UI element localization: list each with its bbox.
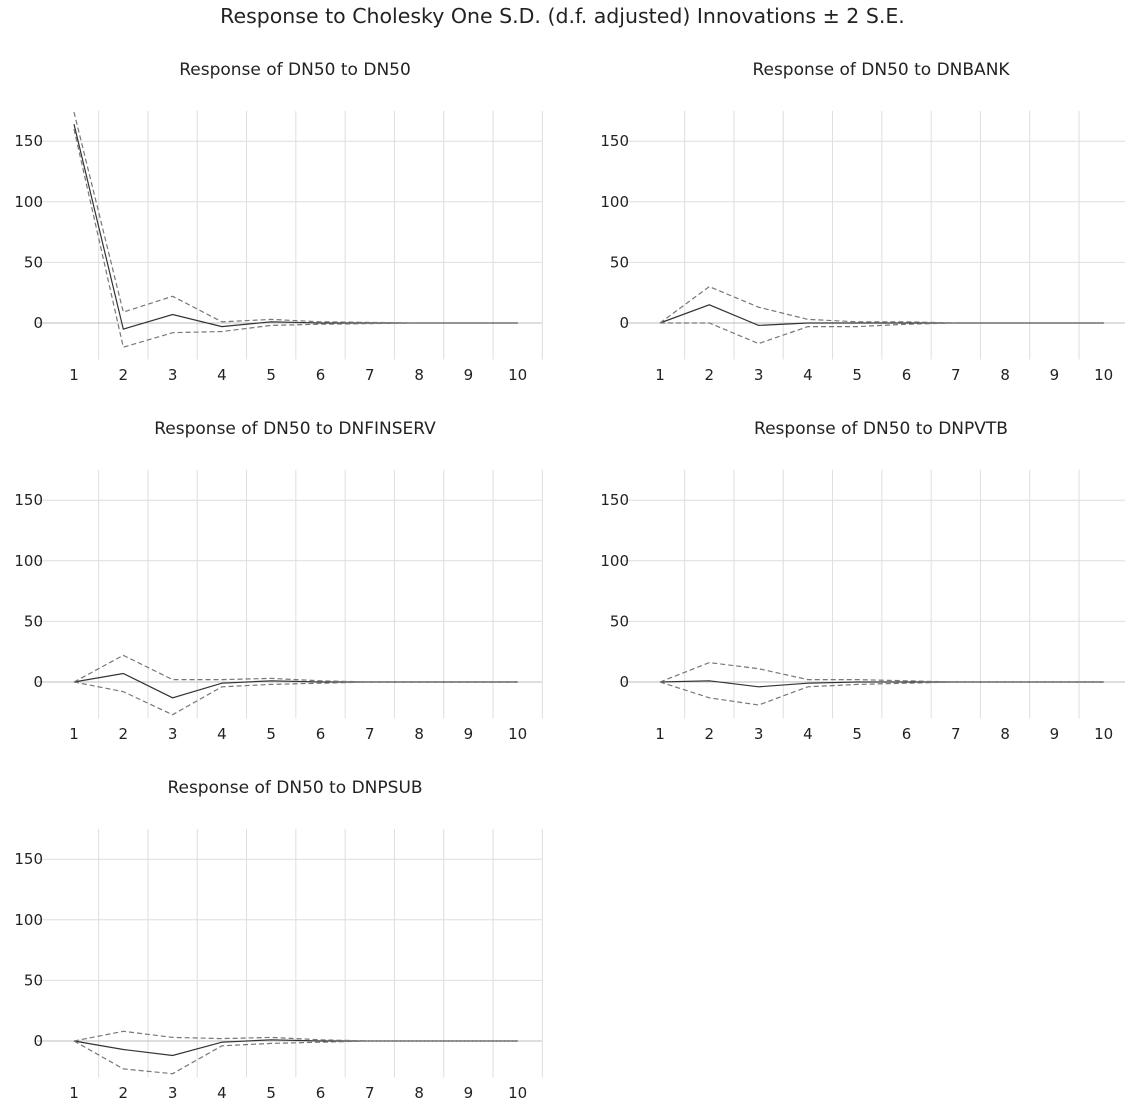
- chart-1-title: Response of DN50 to DN50: [179, 60, 411, 80]
- chart-4-xtick-label: 3: [754, 725, 764, 743]
- chart-3-xtick-label: 2: [119, 725, 129, 743]
- chart-4-xtick-label: 4: [803, 725, 813, 743]
- chart-4-xtick-label: 7: [951, 725, 961, 743]
- chart-3-lower-band-line: [73, 681, 518, 716]
- chart-5-ytick-label: 0: [33, 1032, 43, 1050]
- chart-4-lower-band-line: [659, 681, 1104, 706]
- chart-3-xtick-label: 7: [365, 725, 375, 743]
- chart-2-xtick-label: 3: [754, 366, 764, 384]
- chart-1-xtick-label: 7: [365, 366, 375, 384]
- chart-2-lower-band-line: [660, 322, 1104, 345]
- chart-3-ytick-label: 100: [14, 552, 43, 570]
- chart-3-upper-band-line: [73, 654, 518, 683]
- chart-2-xtick-label: 7: [951, 366, 961, 384]
- chart-3-response-line: [73, 672, 518, 699]
- chart-3-xtick-label: 4: [217, 725, 227, 743]
- chart-4-xtick-label: 2: [705, 725, 715, 743]
- chart-2-xtick-label: 2: [705, 366, 715, 384]
- chart-4-xtick-label: 6: [902, 725, 912, 743]
- chart-1-xtick-label: 8: [414, 366, 424, 384]
- chart-5-xtick-label: 3: [168, 1084, 178, 1101]
- chart-5-xtick-label: 5: [266, 1084, 276, 1101]
- chart-4-xtick-label: 8: [1000, 725, 1010, 743]
- chart-3-xtick-label: 10: [508, 725, 527, 743]
- chart-2-xtick-label: 6: [902, 366, 912, 384]
- chart-3-xtick-label: 5: [266, 725, 276, 743]
- chart-1-ytick-label: 100: [14, 193, 43, 211]
- chart-1-xtick-label: 5: [266, 366, 276, 384]
- chart-4-title: Response of DN50 to DNPVTB: [754, 419, 1008, 439]
- chart-1-upper-band-line: [73, 111, 518, 324]
- chart-5-ytick-label: 100: [14, 911, 43, 929]
- chart-4-ytick-label: 150: [600, 491, 629, 509]
- chart-3-ytick-label: 50: [24, 612, 43, 630]
- chart-1-xtick-label: 1: [69, 366, 79, 384]
- chart-1-ytick-label: 0: [33, 314, 43, 332]
- page-title: Response to Cholesky One S.D. (d.f. adju…: [220, 4, 905, 28]
- chart-3-xtick-label: 8: [414, 725, 424, 743]
- chart-4-xtick-label: 1: [655, 725, 665, 743]
- chart-2-ytick-label: 100: [600, 193, 629, 211]
- chart-2-ytick-label: 150: [600, 132, 629, 150]
- chart-4-ytick-label: 50: [610, 612, 629, 630]
- chart-4-ytick-label: 0: [619, 673, 629, 691]
- chart-1-xtick-label: 9: [464, 366, 474, 384]
- chart-5-xtick-label: 1: [69, 1084, 79, 1101]
- chart-5-xtick-label: 4: [217, 1084, 227, 1101]
- chart-3-title: Response of DN50 to DNFINSERV: [154, 419, 436, 439]
- chart-2-xtick-label: 5: [852, 366, 862, 384]
- chart-2-xtick-label: 8: [1000, 366, 1010, 384]
- chart-5-xtick-label: 7: [365, 1084, 375, 1101]
- chart-4-xtick-label: 5: [852, 725, 862, 743]
- chart-4-ytick-label: 100: [600, 552, 629, 570]
- chart-5-xtick-label: 9: [464, 1084, 474, 1101]
- chart-3-xtick-label: 1: [69, 725, 79, 743]
- chart-2-xtick-label: 9: [1050, 366, 1060, 384]
- chart-1-ytick-label: 50: [24, 253, 43, 271]
- chart-2-xtick-label: 1: [655, 366, 665, 384]
- chart-3-xtick-label: 9: [464, 725, 474, 743]
- chart-1-ytick-label: 150: [14, 132, 43, 150]
- chart-5-ytick-label: 50: [24, 971, 43, 989]
- chart-5-lower-band-line: [73, 1040, 518, 1075]
- chart-5-xtick-label: 6: [316, 1084, 326, 1101]
- chart-3-ytick-label: 0: [33, 673, 43, 691]
- chart-4-upper-band-line: [659, 661, 1104, 683]
- chart-2-title: Response of DN50 to DNBANK: [752, 60, 1010, 80]
- chart-5-xtick-label: 8: [414, 1084, 424, 1101]
- chart-2-ytick-label: 0: [619, 314, 629, 332]
- chart-4-xtick-label: 10: [1094, 725, 1113, 743]
- chart-3-xtick-label: 6: [316, 725, 326, 743]
- chart-1-lower-band-line: [73, 128, 518, 348]
- chart-2-xtick-label: 10: [1094, 366, 1113, 384]
- chart-5-xtick-label: 2: [119, 1084, 129, 1101]
- chart-2-ytick-label: 50: [610, 253, 629, 271]
- chart-1-xtick-label: 3: [168, 366, 178, 384]
- chart-1-xtick-label: 10: [508, 366, 527, 384]
- chart-1-xtick-label: 2: [119, 366, 129, 384]
- chart-1-xtick-label: 4: [217, 366, 227, 384]
- chart-5-ytick-label: 150: [14, 850, 43, 868]
- chart-3-ytick-label: 150: [14, 491, 43, 509]
- chart-5-xtick-label: 10: [508, 1084, 527, 1101]
- chart-1-xtick-label: 6: [316, 366, 326, 384]
- chart-2-xtick-label: 4: [803, 366, 813, 384]
- chart-5-title: Response of DN50 to DNPSUB: [167, 778, 422, 798]
- chart-4-xtick-label: 9: [1050, 725, 1060, 743]
- chart-3-xtick-label: 3: [168, 725, 178, 743]
